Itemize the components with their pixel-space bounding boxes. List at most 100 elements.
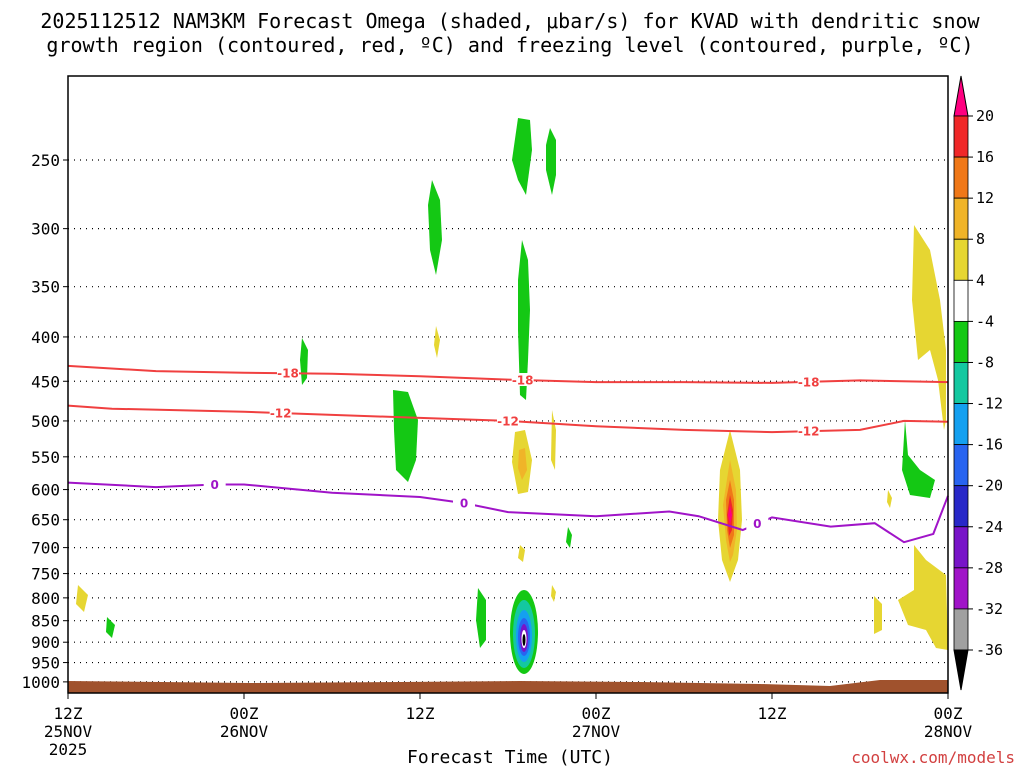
contour-lines: -18 -18 -18 -12 -12 -12 0 0 0 (67, 364, 949, 544)
contour-label--12-1: -12 (497, 414, 519, 428)
omega-area-yellow-7 (887, 490, 892, 508)
y-tick-label-850: 850 (31, 612, 60, 631)
x-tick-label-1-1: 00Z (230, 704, 259, 723)
contour-label-bg--12-0 (269, 406, 292, 420)
omega-area-max-positive-top (728, 505, 732, 525)
omega-area-right (902, 420, 935, 498)
colorbar-label-2: 12 (976, 189, 994, 207)
colorbar-label-1: 16 (976, 148, 994, 166)
omega-area-small-2 (476, 588, 486, 648)
x-tick-label-3-1: 00Z (582, 704, 611, 723)
colorbar-label-8: -16 (976, 436, 1003, 454)
colorbar-band-4 (953, 238, 969, 281)
contour-label-bg-0-0 (203, 477, 226, 491)
omega-area-upper-3 (428, 180, 442, 275)
contour-label-bg-0-1 (453, 496, 475, 510)
omega-area-yellow-6 (76, 585, 88, 612)
contour-label-bg--18-0 (277, 366, 299, 380)
colorbar-band-7 (953, 362, 969, 404)
contour-label--12-0: -12 (270, 407, 292, 421)
x-tick-label-0-2: 25NOV (44, 722, 93, 741)
x-axis-label: Forecast Time (UTC) (407, 747, 613, 768)
x-tick-label-0-3: 2025 (49, 740, 88, 759)
colorbar-label-13: -36 (976, 641, 1003, 659)
colorbar-label-12: -32 (976, 600, 1003, 618)
omega-area-small-3 (106, 617, 115, 638)
y-tick-label-400: 400 (31, 328, 60, 347)
contour-line-0 (67, 481, 949, 544)
contour-label-0-2: 0 (753, 517, 761, 531)
credit-text: coolwx.com/models (851, 748, 1015, 767)
y-tick-label-900: 900 (31, 633, 60, 652)
colorbar-bottom-triangle (953, 649, 969, 691)
y-tick-label-350: 350 (31, 278, 60, 297)
colorbar-band-13 (953, 608, 969, 651)
x-tick-label-5-2: 28NOV (924, 722, 973, 741)
contour-label-bg--12-2 (797, 424, 820, 438)
chart-title-line1: 2025112512 NAM3KM Forecast Omega (shaded… (40, 9, 980, 33)
contour-label-bg--12-1 (497, 413, 519, 427)
contour-line--12 (67, 404, 949, 434)
colorbar-band-5 (953, 279, 969, 322)
omega-area-upper-1 (512, 118, 532, 195)
chart-title-line2: growth region (contoured, red, ºC) and f… (46, 33, 973, 57)
y-tick-label-950: 950 (31, 654, 60, 673)
colorbar-band-11 (953, 526, 969, 569)
colorbar-band-2 (953, 156, 969, 199)
omega-area-small-1 (566, 527, 572, 548)
colorbar-label-0: 20 (976, 107, 994, 125)
colorbar-band-8 (953, 403, 969, 446)
colorbar-label-10: -24 (976, 518, 1003, 536)
colorbar-band-10 (953, 485, 969, 528)
x-tick-label-0-1: 12Z (54, 704, 83, 723)
colorbar-label-5: -4 (976, 312, 994, 330)
omega-area-yellow-5 (551, 585, 556, 602)
x-tick-label-5-1: 00Z (934, 704, 963, 723)
y-tick-label-250: 250 (31, 151, 60, 170)
y-tick-label-750: 750 (31, 565, 60, 584)
y-tick-label-600: 600 (31, 481, 60, 500)
colorbar: 20 16 12 8 4 -4 -8 -12 -16 -20 -24 -28 -32 -36 (953, 75, 1003, 691)
plot-frame (67, 75, 949, 694)
contour-label--18-0: -18 (277, 367, 299, 381)
y-tick-label-450: 450 (31, 372, 60, 391)
contour-label-bg-0-2 (746, 516, 769, 530)
omega-area-yellow-4 (518, 545, 525, 562)
omega-area-yellow-1 (434, 326, 440, 358)
omega-area-yellow-right-lower (898, 545, 948, 650)
colorbar-band-9 (953, 444, 969, 487)
omega-area-max-negative-7 (522, 634, 526, 646)
omega-area-yellow-right-upper (912, 225, 946, 430)
colorbar-band-1 (953, 115, 969, 158)
x-tick-label-2-1: 12Z (406, 704, 435, 723)
contour-label-bg--18-1 (511, 373, 534, 387)
colorbar-label-9: -20 (976, 477, 1003, 495)
y-tick-label-800: 800 (31, 589, 60, 608)
y-tick-label-550: 550 (31, 448, 60, 467)
colorbar-label-11: -28 (976, 559, 1003, 577)
omega-area-yellow-3 (551, 410, 556, 470)
omega-area-mid-left (393, 390, 418, 482)
colorbar-band-12 (953, 567, 969, 610)
x-tick-label-4-1: 12Z (758, 704, 787, 723)
colorbar-label-3: 8 (976, 230, 985, 248)
omega-area-upper-2 (546, 128, 556, 195)
colorbar-band-3 (953, 197, 969, 240)
y-tick-label-300: 300 (31, 220, 60, 239)
contour-label--18-2: -18 (798, 375, 820, 389)
terrain (68, 680, 948, 693)
y-tick-label-700: 700 (31, 539, 60, 558)
contour-label--12-2: -12 (798, 425, 820, 439)
plot-area: -18 -18 -18 -12 -12 -12 0 0 0 (67, 75, 949, 694)
contour-label-bg--18-2 (797, 374, 820, 388)
x-tick-label-1-2: 26NOV (220, 722, 269, 741)
contour-label--18-1: -18 (512, 374, 534, 388)
y-axis: 250 300 350 400 450 500 550 600 650 700 750 800 850 9… (21, 151, 68, 692)
contour-label-0-1: 0 (460, 497, 468, 511)
y-tick-label-650: 650 (31, 511, 60, 530)
contour-label-0-0: 0 (210, 478, 218, 492)
colorbar-label-7: -12 (976, 395, 1003, 413)
colorbar-top-triangle (953, 75, 969, 117)
